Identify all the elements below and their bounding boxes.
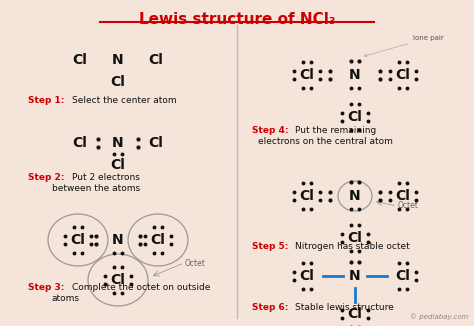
Text: Nitrogen has stable octet: Nitrogen has stable octet — [295, 242, 410, 251]
Text: Put 2 electrons: Put 2 electrons — [72, 173, 140, 182]
Text: Cl: Cl — [347, 231, 363, 245]
Text: Step 5:: Step 5: — [252, 242, 288, 251]
Text: electrons on the central atom: electrons on the central atom — [258, 137, 393, 146]
Text: Put the remaining: Put the remaining — [295, 126, 376, 135]
Text: Cl: Cl — [396, 269, 410, 283]
Text: Cl: Cl — [347, 307, 363, 321]
Text: atoms: atoms — [52, 294, 80, 303]
Text: Step 2:: Step 2: — [28, 173, 64, 182]
Text: between the atoms: between the atoms — [52, 184, 140, 193]
Text: N: N — [349, 189, 361, 203]
Text: lone pair: lone pair — [365, 35, 444, 57]
Text: N: N — [349, 68, 361, 82]
Text: Cl: Cl — [148, 136, 164, 150]
Text: Cl: Cl — [110, 273, 126, 287]
Text: Cl: Cl — [71, 233, 85, 247]
Text: Select the center atom: Select the center atom — [72, 96, 177, 105]
Text: N: N — [112, 233, 124, 247]
Text: Step 6:: Step 6: — [252, 303, 288, 312]
Text: N: N — [349, 269, 361, 283]
Text: Cl: Cl — [396, 68, 410, 82]
Text: Cl: Cl — [300, 269, 314, 283]
Text: Lewis structure of NCl₃: Lewis structure of NCl₃ — [139, 12, 335, 27]
Text: Cl: Cl — [300, 68, 314, 82]
Text: Cl: Cl — [148, 53, 164, 67]
Text: N: N — [112, 53, 124, 67]
Text: Cl: Cl — [73, 53, 87, 67]
Text: Octet: Octet — [398, 201, 419, 211]
Text: Step 3:: Step 3: — [28, 283, 64, 292]
Text: Cl: Cl — [151, 233, 165, 247]
Text: N: N — [112, 136, 124, 150]
Text: © pediabay.com: © pediabay.com — [410, 313, 468, 320]
Text: Cl: Cl — [73, 136, 87, 150]
Text: Step 1:: Step 1: — [28, 96, 64, 105]
Text: Octet: Octet — [185, 259, 206, 268]
Text: Stable lewis structure: Stable lewis structure — [295, 303, 394, 312]
Text: Cl: Cl — [347, 110, 363, 124]
Text: Cl: Cl — [300, 189, 314, 203]
Text: Cl: Cl — [110, 158, 126, 172]
Text: Complete the octet on outside: Complete the octet on outside — [72, 283, 210, 292]
Text: Cl: Cl — [110, 75, 126, 89]
Text: Step 4:: Step 4: — [252, 126, 289, 135]
Text: Cl: Cl — [396, 189, 410, 203]
